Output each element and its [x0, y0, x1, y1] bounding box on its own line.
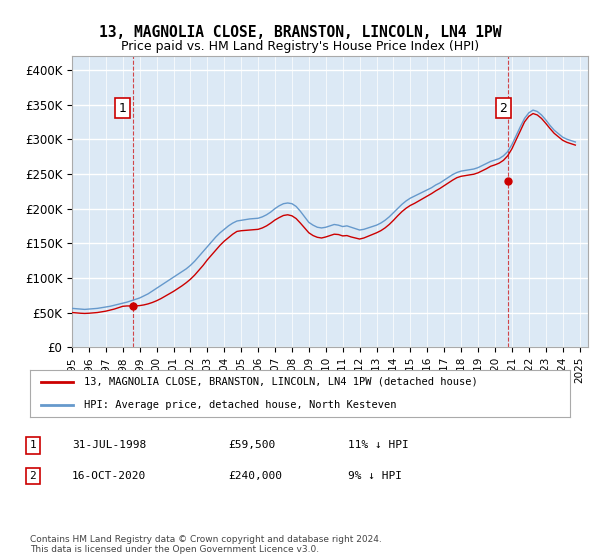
Text: 13, MAGNOLIA CLOSE, BRANSTON, LINCOLN, LN4 1PW: 13, MAGNOLIA CLOSE, BRANSTON, LINCOLN, L… [99, 25, 501, 40]
Text: 1: 1 [119, 101, 127, 114]
Text: £59,500: £59,500 [228, 440, 275, 450]
Text: 13, MAGNOLIA CLOSE, BRANSTON, LINCOLN, LN4 1PW (detached house): 13, MAGNOLIA CLOSE, BRANSTON, LINCOLN, L… [84, 376, 478, 386]
Text: 16-OCT-2020: 16-OCT-2020 [72, 471, 146, 481]
Text: HPI: Average price, detached house, North Kesteven: HPI: Average price, detached house, Nort… [84, 400, 397, 410]
Text: £240,000: £240,000 [228, 471, 282, 481]
Text: Contains HM Land Registry data © Crown copyright and database right 2024.
This d: Contains HM Land Registry data © Crown c… [30, 535, 382, 554]
Text: 2: 2 [29, 471, 37, 481]
Text: 2: 2 [499, 101, 508, 114]
Text: 9% ↓ HPI: 9% ↓ HPI [348, 471, 402, 481]
Text: 11% ↓ HPI: 11% ↓ HPI [348, 440, 409, 450]
Text: Price paid vs. HM Land Registry's House Price Index (HPI): Price paid vs. HM Land Registry's House … [121, 40, 479, 53]
Text: 31-JUL-1998: 31-JUL-1998 [72, 440, 146, 450]
Text: 1: 1 [29, 440, 37, 450]
